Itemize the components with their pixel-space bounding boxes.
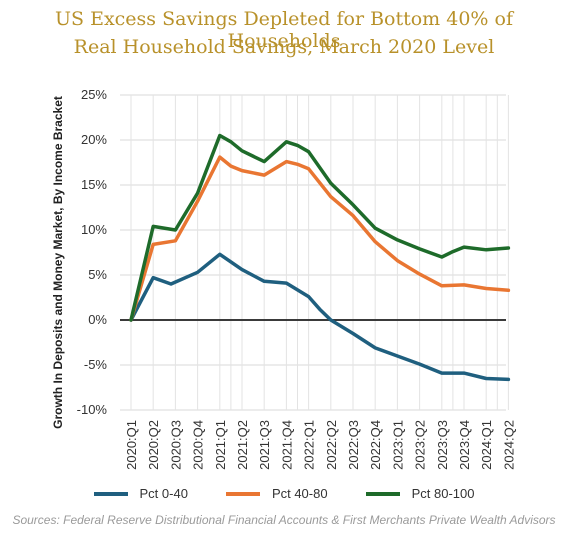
series-lines xyxy=(129,133,511,382)
x-tick-label: 2021:Q1 xyxy=(213,420,228,470)
x-tick-label: 2020:Q3 xyxy=(168,420,183,470)
legend: Pct 0-40 Pct 40-80 Pct 80-100 xyxy=(0,486,568,501)
x-tick-label: 2021:Q4 xyxy=(279,420,294,470)
legend-label: Pct 80-100 xyxy=(411,486,475,501)
x-tick-label: 2023:Q1 xyxy=(390,420,405,470)
x-tick-label: 2021:Q2 xyxy=(235,420,250,470)
x-tick-label: 2022:Q3 xyxy=(346,420,361,470)
x-tick-label: 2024:Q1 xyxy=(479,420,494,470)
legend-swatch xyxy=(93,491,128,496)
y-tick-label: 10% xyxy=(81,222,107,237)
grid xyxy=(120,94,509,411)
x-tick-label: 2024:Q2 xyxy=(501,420,516,470)
y-tick-label: 20% xyxy=(81,132,107,147)
y-axis-ticks: 25% 20% 15% 10% 5% 0% -5% -10% xyxy=(77,87,108,417)
legend-swatch xyxy=(365,491,400,496)
series-line xyxy=(129,155,511,322)
y-tick-label: 25% xyxy=(81,87,107,102)
series-line xyxy=(129,252,511,382)
x-tick-label: 2020:Q1 xyxy=(124,420,139,470)
x-tick-label: 2023:Q3 xyxy=(435,420,450,470)
x-tick-label: 2020:Q2 xyxy=(146,420,161,470)
y-tick-label: -5% xyxy=(84,357,108,372)
legend-item: Pct 80-100 xyxy=(365,486,475,501)
legend-item: Pct 0-40 xyxy=(93,486,188,501)
x-tick-label: 2022:Q4 xyxy=(368,420,383,470)
x-tick-label: 2023:Q2 xyxy=(413,420,428,470)
y-tick-label: -10% xyxy=(77,402,108,417)
y-tick-label: 15% xyxy=(81,177,107,192)
y-axis-label: Growth In Deposits and Money Market, By … xyxy=(51,96,65,429)
legend-label: Pct 40-80 xyxy=(271,486,328,501)
x-tick-label: 2022:Q2 xyxy=(324,420,339,470)
chart-title: US Excess Savings Depleted for Bottom 40… xyxy=(55,8,513,52)
line-chart: 25%20%15%10%5%0%-5%-10% 2020:Q1 2020:Q2 20… xyxy=(51,87,516,470)
legend-swatch xyxy=(225,491,260,496)
chart-subtitle: Real Household Savings, March 2020 Level xyxy=(73,36,495,58)
x-tick-label: 2020:Q4 xyxy=(191,420,206,470)
x-tick-label: 2022:Q1 xyxy=(302,420,317,470)
source-note: Sources: Federal Reserve Distributional … xyxy=(12,513,556,527)
y-tick-label: 0% xyxy=(88,312,107,327)
series-line xyxy=(129,133,511,322)
legend-item: Pct 40-80 xyxy=(225,486,328,501)
legend-label: Pct 0-40 xyxy=(139,486,188,501)
x-tick-label: 2023:Q4 xyxy=(457,420,472,470)
x-axis-ticks: 2020:Q1 2020:Q2 2020:Q3 2020:Q4 2021:Q1 2021:… xyxy=(124,420,516,470)
y-tick-label: 5% xyxy=(88,267,107,282)
x-tick-label: 2021:Q3 xyxy=(257,420,272,470)
